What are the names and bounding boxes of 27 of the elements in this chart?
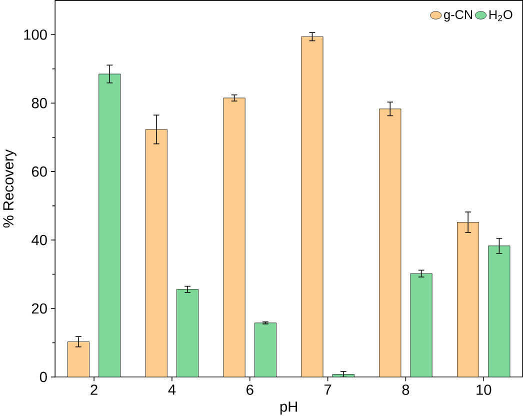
legend-label: H$_{2}$O: [489, 10, 512, 22]
y-tick-label: 100: [24, 29, 47, 40]
bar: [301, 36, 324, 378]
bar: [176, 289, 199, 378]
y-tick-label: 0: [40, 372, 47, 382]
x-tick-label: 8: [402, 384, 410, 395]
x-tick-label: 6: [246, 384, 254, 395]
x-tick-label: 7: [324, 384, 332, 395]
x-tick-label: 10: [476, 384, 492, 395]
legend-label: g-CN: [444, 10, 472, 22]
y-tick-label: 40: [32, 234, 47, 246]
bar: [254, 322, 276, 378]
y-tick-label: 60: [32, 166, 47, 177]
bar: [457, 222, 480, 378]
bar: [410, 273, 432, 378]
y-tick-label: 20: [32, 303, 47, 314]
bar: [145, 129, 168, 378]
bar: [379, 108, 402, 378]
x-tick-label: 4: [168, 384, 176, 395]
y-axis-title: % Recovery: [3, 149, 16, 228]
x-axis-title: pH: [280, 402, 297, 415]
bar: [488, 246, 510, 378]
bar: [223, 98, 246, 378]
y-tick-label: 80: [32, 98, 47, 108]
bar: [98, 74, 121, 378]
x-tick-label: 2: [90, 384, 98, 395]
bar: [67, 342, 90, 378]
